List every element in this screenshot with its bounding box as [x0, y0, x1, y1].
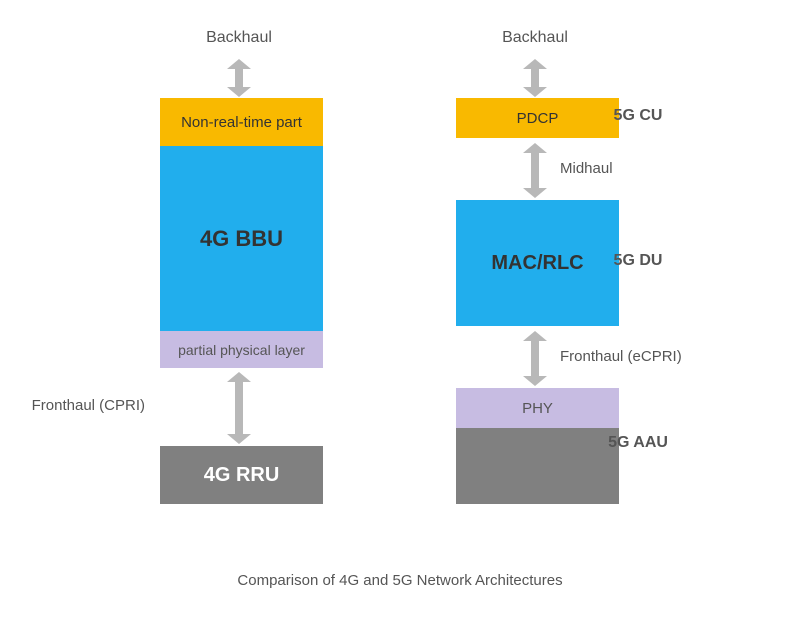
right-box-macrlc: MAC/RLC [456, 200, 619, 326]
left-box-nonrealtime: Non-real-time part [160, 98, 323, 146]
left-fronthaul-label: Fronthaul (CPRI) [32, 397, 145, 414]
right-backhaul-label: Backhaul [502, 29, 568, 47]
right-side-label-cu: 5G CU [614, 107, 663, 125]
right-box-pdcp: PDCP [456, 98, 619, 138]
diagram-title: Comparison of 4G and 5G Network Architec… [237, 572, 562, 589]
right-box-phy: PHY [456, 388, 619, 428]
right-box-aau [456, 428, 619, 504]
left-arrow-backhaul [227, 59, 251, 97]
right-midhaul-label: Midhaul [560, 160, 613, 177]
left-backhaul-label: Backhaul [206, 29, 272, 47]
right-side-label-du: 5G DU [614, 252, 663, 270]
left-box-partial-phy: partial physical layer [160, 331, 323, 368]
left-box-bbu: 4G BBU [160, 146, 323, 331]
left-arrow-fronthaul [227, 372, 251, 444]
right-side-label-aau: 5G AAU [608, 434, 668, 452]
right-arrow-midhaul [523, 143, 547, 198]
right-fronthaul-label: Fronthaul (eCPRI) [560, 348, 682, 365]
right-arrow-fronthaul [523, 331, 547, 386]
right-arrow-backhaul [523, 59, 547, 97]
left-box-rru: 4G RRU [160, 446, 323, 504]
